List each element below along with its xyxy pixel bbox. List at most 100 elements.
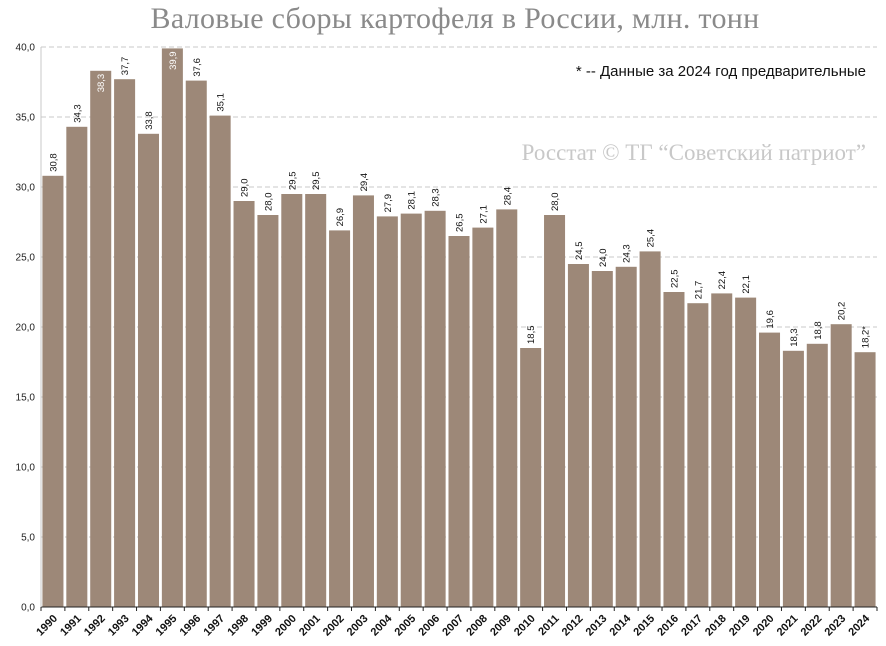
data-labels: 30,8 34,3 38,3 37,7 33,8 39,9 37,6 35,1 29,0 28,0… bbox=[48, 51, 871, 348]
data-label: 28,0 bbox=[263, 193, 274, 212]
x-tick-label: 1992 bbox=[82, 613, 108, 639]
data-label: 19,6 bbox=[765, 310, 776, 329]
x-tick-label: 1994 bbox=[130, 612, 156, 638]
x-tick-label: 2010 bbox=[512, 613, 538, 639]
bar-2002 bbox=[329, 230, 351, 607]
data-label: 28,1 bbox=[407, 191, 418, 210]
data-label: 22,1 bbox=[741, 275, 752, 294]
bar-2004 bbox=[376, 216, 398, 607]
data-label: 24,3 bbox=[622, 244, 633, 263]
data-label: 29,0 bbox=[240, 179, 251, 198]
bar-2016 bbox=[663, 292, 685, 607]
bar-1992 bbox=[90, 70, 112, 608]
bar-1991 bbox=[66, 126, 88, 608]
bar-2015 bbox=[639, 251, 661, 607]
bar-2019 bbox=[735, 297, 757, 607]
bar-1996 bbox=[185, 80, 207, 608]
data-label: 18,5 bbox=[526, 326, 537, 345]
data-label: 35,1 bbox=[216, 93, 227, 112]
data-label: 18,8 bbox=[813, 321, 824, 340]
x-tick-label: 2020 bbox=[751, 613, 777, 639]
y-tick-label: 5,0 bbox=[21, 533, 35, 544]
data-label: 22,4 bbox=[717, 271, 728, 290]
y-tick-label: 0,0 bbox=[21, 603, 35, 614]
x-tick-label: 1999 bbox=[249, 613, 275, 639]
x-tick-label: 1993 bbox=[106, 613, 132, 639]
bar-2007 bbox=[448, 236, 470, 607]
data-label: 28,4 bbox=[502, 187, 513, 206]
data-label: 24,5 bbox=[574, 242, 585, 261]
bar-2011 bbox=[544, 215, 566, 607]
x-tick-label: 2017 bbox=[679, 613, 705, 639]
x-tick-label: 2015 bbox=[631, 613, 657, 639]
bar-2008 bbox=[472, 227, 494, 607]
x-tick-label: 2018 bbox=[703, 613, 729, 639]
x-tick-label: 1998 bbox=[225, 613, 251, 639]
x-tick-label: 2011 bbox=[536, 613, 561, 638]
y-tick-label: 20,0 bbox=[16, 323, 36, 334]
data-label: 38,3 bbox=[96, 74, 107, 93]
watermark: Росстат © ТГ “Советский патриот” bbox=[521, 140, 866, 165]
bar-1995 bbox=[161, 48, 183, 607]
x-tick-label: 2000 bbox=[273, 613, 299, 639]
bar-2009 bbox=[496, 209, 518, 607]
bars bbox=[42, 48, 876, 608]
x-tick-label: 2021 bbox=[775, 613, 801, 639]
bar-2021 bbox=[782, 350, 804, 607]
chart-title: Валовые сборы картофеля в России, млн. т… bbox=[150, 2, 760, 35]
bar-1998 bbox=[233, 201, 255, 607]
x-tick-label: 2013 bbox=[584, 613, 610, 639]
x-tick-label: 2004 bbox=[369, 612, 395, 638]
x-tick-label: 2008 bbox=[464, 613, 490, 639]
bar-1990 bbox=[42, 175, 64, 608]
x-tick-label: 2009 bbox=[488, 613, 514, 639]
data-label: 29,4 bbox=[359, 173, 370, 192]
x-tick-label: 2022 bbox=[799, 613, 825, 639]
bar-2003 bbox=[352, 195, 374, 607]
data-label: 37,6 bbox=[192, 58, 203, 77]
data-label: 18,2* bbox=[861, 326, 872, 348]
bar-2022 bbox=[806, 343, 828, 607]
data-label: 27,1 bbox=[478, 205, 489, 224]
data-label: 21,7 bbox=[693, 281, 704, 300]
bar-2024 bbox=[854, 352, 876, 607]
x-tick-label: 2002 bbox=[321, 613, 347, 639]
data-label: 28,0 bbox=[550, 193, 561, 212]
data-label: 26,9 bbox=[335, 208, 346, 227]
y-tick-label: 30,0 bbox=[16, 183, 36, 194]
x-tick-label: 2003 bbox=[345, 613, 371, 639]
data-label: 20,2 bbox=[837, 302, 848, 321]
data-label: 18,3 bbox=[789, 328, 800, 347]
bar-2017 bbox=[687, 303, 709, 607]
x-tick-label: 1995 bbox=[154, 613, 180, 639]
bar-2010 bbox=[520, 348, 542, 607]
x-tick-label: 2012 bbox=[560, 613, 586, 639]
data-label: 33,8 bbox=[144, 111, 155, 130]
data-label: 22,5 bbox=[669, 270, 680, 289]
bar-1994 bbox=[137, 133, 159, 608]
x-tick-label: 2023 bbox=[822, 613, 848, 639]
x-tick-label: 1991 bbox=[58, 613, 84, 639]
x-tick-label: 1990 bbox=[34, 613, 60, 639]
x-tick-label: 2014 bbox=[608, 612, 634, 638]
data-label: 27,9 bbox=[383, 194, 394, 213]
bar-2000 bbox=[281, 194, 303, 607]
x-tick-label: 1996 bbox=[178, 613, 204, 639]
bar-2013 bbox=[591, 271, 613, 607]
y-tick-label: 10,0 bbox=[16, 463, 36, 474]
bar-2018 bbox=[711, 293, 733, 607]
x-tick-label: 2005 bbox=[393, 613, 419, 639]
x-tick-label: 2019 bbox=[727, 613, 753, 639]
data-label: 29,5 bbox=[311, 172, 322, 191]
data-label: 37,7 bbox=[120, 57, 131, 76]
data-label: 28,3 bbox=[431, 188, 442, 207]
footnote: * -- Данные за 2024 год предварительные bbox=[575, 63, 866, 80]
y-tick-label: 25,0 bbox=[16, 253, 36, 264]
data-label: 39,9 bbox=[168, 51, 179, 70]
x-tick-label: 1997 bbox=[201, 613, 227, 639]
bar-2006 bbox=[424, 210, 446, 608]
bar-2012 bbox=[567, 264, 589, 607]
bar-2001 bbox=[305, 194, 327, 607]
x-tick-label: 2006 bbox=[416, 613, 442, 639]
